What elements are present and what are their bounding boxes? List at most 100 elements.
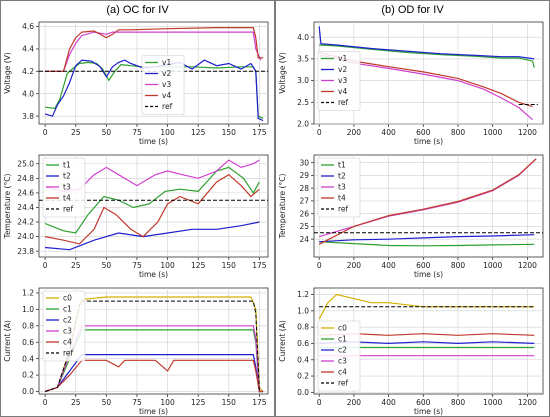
chart-b2-ytick-label: 24 [299,235,309,244]
chart-oc-voltage: 0 25 50 75 100 125 150 175 3.8 4.0 4.2 4.4 4.6 time (… [3,21,269,146]
chart-b3-legend-label: c1 [338,335,347,344]
chart-b2-xtick-label: 1000 [483,261,502,270]
chart-a3-series-ref [44,300,260,392]
chart-a3-ytick-label: 0.6 [22,338,34,347]
chart-a3-ytick-label: 1.0 [22,305,34,314]
chart-a2-legend-label: ref [63,205,74,214]
chart-a2-ylabel: Temperature (°C) [3,174,12,240]
chart-b3-xtick-label: 1000 [483,398,502,407]
chart-b1-series-v1 [319,44,535,68]
chart-a3-series-c2 [44,353,264,393]
chart-b3-ytick-label: 0.4 [297,355,309,364]
chart-b1-xtick-label: 0 [317,128,322,137]
chart-a3-ytick-label: 0.2 [22,371,34,380]
chart-a2-legend [42,157,86,218]
chart-b2-series-t1 [319,241,535,247]
chart-a2-xtick-label: 0 [43,261,48,270]
chart-a1-series-v2 [44,59,264,122]
chart-a1-xtick-label: 125 [191,128,206,137]
chart-b1-xtick-label: 1000 [483,128,502,137]
chart-a2-series-t3 [44,159,260,193]
chart-a3-xtick-label: 75 [132,398,142,407]
chart-b2-ytick-label: 27 [299,197,309,206]
chart-a1-xtick-label: 75 [132,128,142,137]
chart-a2-xlabel: time (s) [139,270,168,279]
chart-a1-xtick-label: 25 [71,128,81,137]
chart-a1-xtick-label: 50 [102,128,112,137]
chart-b3-ytick-label: 0.6 [297,339,309,348]
chart-a3-xtick-label: 100 [160,398,175,407]
chart-b1-xtick-label: 1200 [518,128,537,137]
chart-b3-ytick-label: 0.0 [297,388,309,397]
chart-b1-legend-label: v4 [338,87,347,96]
chart-a1-xtick-label: 0 [43,128,48,137]
chart-b3-legend-label: c3 [338,357,347,366]
chart-od-temperature: 0 200 400 600 800 1000 1200 24 25 26 27 28 29 30 time … [278,154,544,279]
chart-a2-ytick-label: 25.0 [17,159,34,168]
chart-b3-xtick-label: 200 [347,398,362,407]
chart-od-current: 0 200 400 600 800 1000 1200 0.0 0.2 0.4 0.6 0.8 1.0 1… [278,287,544,416]
chart-b2-ytick-label: 26 [299,209,309,218]
chart-a3-ytick-label: 0.4 [22,354,34,363]
chart-b2-ytick-label: 30 [299,158,309,167]
chart-b1-ytick-label: 4.0 [297,33,309,42]
chart-b3-xtick-label: 0 [317,398,322,407]
chart-b2-xtick-label: 400 [381,261,396,270]
column-od: (b) OD for IV 0 200 400 600 800 1000 1200 2.0 2.… [275,0,550,417]
chart-b2-xtick-label: 0 [317,261,322,270]
chart-b2-ytick-label: 29 [299,171,309,180]
chart-b3-legend-label: c0 [338,324,347,333]
chart-a1-ytick-label: 3.8 [22,112,34,121]
chart-a1-xtick-label: 100 [160,128,175,137]
chart-b1-xtick-label: 400 [381,128,396,137]
chart-a2-legend-label: t4 [63,194,71,203]
chart-a3-xtick-label: 125 [191,398,206,407]
chart-b2-series-t2 [319,234,535,243]
chart-a3-legend-label: c0 [63,294,72,303]
chart-a1-xtick-label: 175 [252,128,267,137]
chart-a2-ytick-label: 24.2 [17,218,34,227]
chart-b2-xtick-label: 600 [416,261,431,270]
chart-b2-ylabel: Temperature (°C) [278,174,287,240]
chart-b1-legend-label: ref [338,98,349,107]
chart-b3-xlabel: time (s) [414,407,443,416]
chart-a1-xlabel: time (s) [139,137,168,146]
chart-b3-ytick-label: 0.2 [297,372,309,381]
chart-a3-ytick-label: 0.8 [22,321,34,330]
chart-a2-series-t4 [44,173,260,245]
chart-a3-xtick-label: 50 [102,398,112,407]
chart-oc-temperature: 0 25 50 75 100 125 150 175 23.8 24.0 24.2 24.4 24.6 2… [3,154,269,279]
chart-a2-xtick-label: 150 [222,261,237,270]
chart-b1-legend-label: v1 [338,54,347,63]
chart-b3-xtick-label: 800 [451,398,466,407]
chart-b2-series-t4 [318,158,537,245]
chart-a3-ytick-label: 0.0 [22,387,34,396]
chart-a2-legend-label: t3 [63,183,71,192]
chart-b2-xlabel: time (s) [414,270,443,279]
chart-a2-xtick-label: 50 [102,261,112,270]
chart-b1-series-v2 [318,26,535,60]
chart-a1-legend-label: ref [162,102,173,111]
chart-b1-ytick-label: 2.0 [297,120,309,129]
chart-b1-ytick-label: 3.5 [297,54,309,63]
chart-b3-ylabel: Current (A) [278,320,287,362]
chart-b2-legend-label: t2 [338,172,346,181]
chart-a2-ytick-label: 24.4 [17,203,34,212]
chart-oc-current: 0 25 50 75 100 125 150 175 0.0 0.2 0.4 0.6 0.8 1.0 1.2… [3,287,269,416]
chart-a2-xtick-label: 25 [71,261,81,270]
header-oc: (a) OC for IV [106,4,169,16]
header-od: (b) OD for IV [381,4,444,16]
chart-b3-ytick-label: 1.0 [297,306,309,315]
chart-a2-ytick-label: 24.8 [17,174,34,183]
chart-a1-xtick-label: 150 [222,128,237,137]
chart-a1-ytick-label: 4.2 [22,67,34,76]
chart-a1-legend-label: v4 [162,91,171,100]
chart-a3-legend-label: c1 [63,305,72,314]
chart-b3-xtick-label: 400 [381,398,396,407]
chart-a3-series-c4 [44,359,264,393]
chart-a3-xtick-label: 175 [252,398,267,407]
chart-a3-legend-label: c2 [63,316,72,325]
chart-a1-series-v4 [45,27,264,72]
chart-a2-xtick-label: 75 [132,261,142,270]
chart-a2-legend-label: t1 [63,161,71,170]
